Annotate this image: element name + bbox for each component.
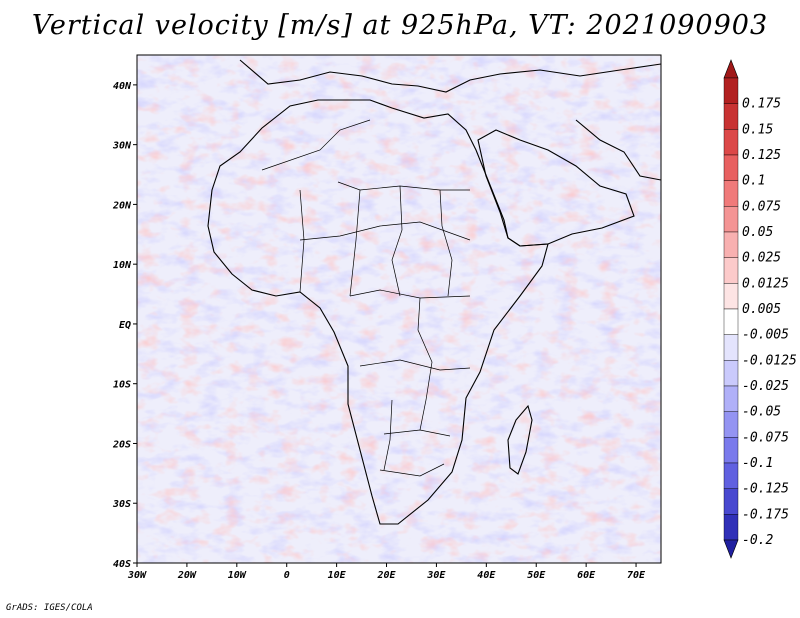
colorbar-swatch [723,231,739,258]
map-title: Vertical velocity [m/s] at 925hPa, VT: 2… [31,10,769,41]
europe-coastline [239,59,661,93]
colorbar-swatch [723,334,739,361]
vertical-velocity-field [137,55,661,563]
colorbar-label: -0.125 [742,482,789,497]
colorbar-label: -0.0125 [742,353,797,368]
lon-tick-label: 50E [527,570,546,581]
colorbar-label: -0.025 [742,379,789,394]
colorbar-swatch [723,154,739,181]
colorbar-swatch [723,308,739,335]
madagascar-coastline [507,404,533,475]
lon-tick-label: 20W [177,570,197,581]
colorbar-label: 0.075 [742,199,781,214]
country-borders [261,119,471,477]
colorbar-swatch [723,488,739,515]
africa-coastline [207,99,549,525]
map-frame [136,54,662,564]
lat-tick-label: 40S [113,559,131,570]
lat-tick-label: 20N [112,200,132,211]
colorbar: 0.175 0.15 0.125 0.1 0.075 0.05 0.025 0.0125 0.0… [723,59,797,559]
colorbar-label: -0.05 [742,405,781,420]
lon-tick-label: 70E [627,570,646,581]
longitude-axis: 30W 20W 10W 0 10E 20E 30E 40E 50E 60E 70E [127,563,646,581]
colorbar-swatch [723,206,739,233]
lat-tick-label: 30N [112,141,132,152]
lat-tick-label: 30S [112,499,131,510]
lat-tick-label: EQ [119,320,131,331]
lon-tick-label: 40E [477,570,496,581]
colorbar-label: 0.175 [742,97,781,112]
arabia-coastline [477,129,635,247]
lat-tick-label: 10N [113,260,132,271]
lon-tick-label: 20E [376,570,396,581]
colorbar-label: 0.15 [742,122,773,137]
lon-tick-label: 30E [426,570,446,581]
persian-gulf [575,119,661,181]
lon-tick-label: 30W [127,570,147,581]
lon-tick-label: 10W [228,570,247,581]
colorbar-swatch [723,462,739,489]
colorbar-label: 0.0125 [742,276,789,291]
lon-tick-label: 10E [328,570,347,581]
colorbar-swatch [723,77,739,104]
colorbar-bottom-arrow [723,539,739,559]
colorbar-label: 0.125 [742,148,781,163]
colorbar-swatch [723,514,739,541]
colorbar-label: -0.075 [742,430,789,445]
colorbar-swatch [723,360,739,387]
lat-tick-label: 20S [112,439,131,450]
map-area [136,54,662,564]
colorbar-swatch [723,437,739,464]
colorbar-swatch [723,257,739,284]
colorbar-label: 0.1 [742,174,765,189]
colorbar-label: 0.05 [742,225,773,240]
colorbar-label: -0.2 [742,533,773,548]
colorbar-swatch [723,385,739,412]
colorbar-swatch [723,103,739,130]
lat-tick-label: 10S [113,380,131,391]
colorbar-swatch [723,180,739,207]
lon-tick-label: 0 [284,570,290,581]
colorbar-label: -0.175 [742,507,789,522]
colorbar-swatch [723,411,739,438]
latitude-axis: 40N 30N 20N 10N EQ 10S 20S 30S 40S [112,81,137,570]
colorbar-label: 0.025 [742,251,781,266]
colorbar-label: -0.1 [742,456,773,471]
lon-tick-label: 60E [577,570,596,581]
lat-tick-label: 40N [113,81,132,92]
colorbar-top-arrow [723,59,739,79]
colorbar-swatch [723,283,739,310]
colorbar-label: 0.005 [742,302,781,317]
credit-label: GrADS: IGES/COLA [6,603,93,613]
colorbar-label: -0.005 [742,328,789,343]
coastline-borders [207,59,661,525]
colorbar-swatch [723,129,739,156]
